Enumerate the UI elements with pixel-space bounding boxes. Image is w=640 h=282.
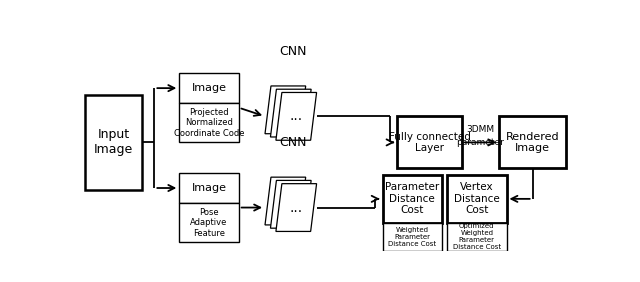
Text: Image: Image — [191, 183, 227, 193]
Text: Input
Image: Input Image — [94, 128, 133, 157]
Polygon shape — [271, 180, 311, 228]
Polygon shape — [265, 177, 306, 225]
Text: Rendered
Image: Rendered Image — [506, 132, 559, 153]
Text: CNN: CNN — [280, 136, 307, 149]
FancyBboxPatch shape — [179, 203, 239, 242]
FancyBboxPatch shape — [179, 103, 239, 142]
Text: parameter: parameter — [456, 138, 504, 147]
FancyBboxPatch shape — [179, 73, 239, 103]
Text: Parameter
Distance
Cost: Parameter Distance Cost — [385, 182, 440, 215]
FancyBboxPatch shape — [447, 175, 507, 223]
Text: Vertex
Distance
Cost: Vertex Distance Cost — [454, 182, 500, 215]
Text: CNN: CNN — [280, 45, 307, 58]
FancyBboxPatch shape — [499, 116, 566, 168]
Text: Projected
Normalized
Coordinate Code: Projected Normalized Coordinate Code — [173, 108, 244, 138]
FancyBboxPatch shape — [383, 223, 442, 251]
Polygon shape — [276, 184, 317, 232]
Polygon shape — [265, 86, 306, 134]
Polygon shape — [271, 89, 311, 137]
FancyBboxPatch shape — [85, 95, 142, 190]
FancyBboxPatch shape — [397, 116, 462, 168]
Text: ...: ... — [289, 201, 302, 215]
FancyBboxPatch shape — [179, 173, 239, 203]
Text: 3DMM: 3DMM — [467, 125, 495, 134]
Text: Fully connected
Layer: Fully connected Layer — [388, 132, 470, 153]
Text: ...: ... — [289, 109, 302, 123]
FancyBboxPatch shape — [447, 223, 507, 251]
FancyBboxPatch shape — [383, 175, 442, 223]
Polygon shape — [276, 92, 317, 140]
Text: Image: Image — [191, 83, 227, 93]
Text: Optimized
Weighted
Parameter
Distance Cost: Optimized Weighted Parameter Distance Co… — [452, 223, 501, 250]
Text: Weighted
Parameter
Distance Cost: Weighted Parameter Distance Cost — [388, 227, 436, 247]
Text: Pose
Adaptive
Feature: Pose Adaptive Feature — [190, 208, 228, 238]
